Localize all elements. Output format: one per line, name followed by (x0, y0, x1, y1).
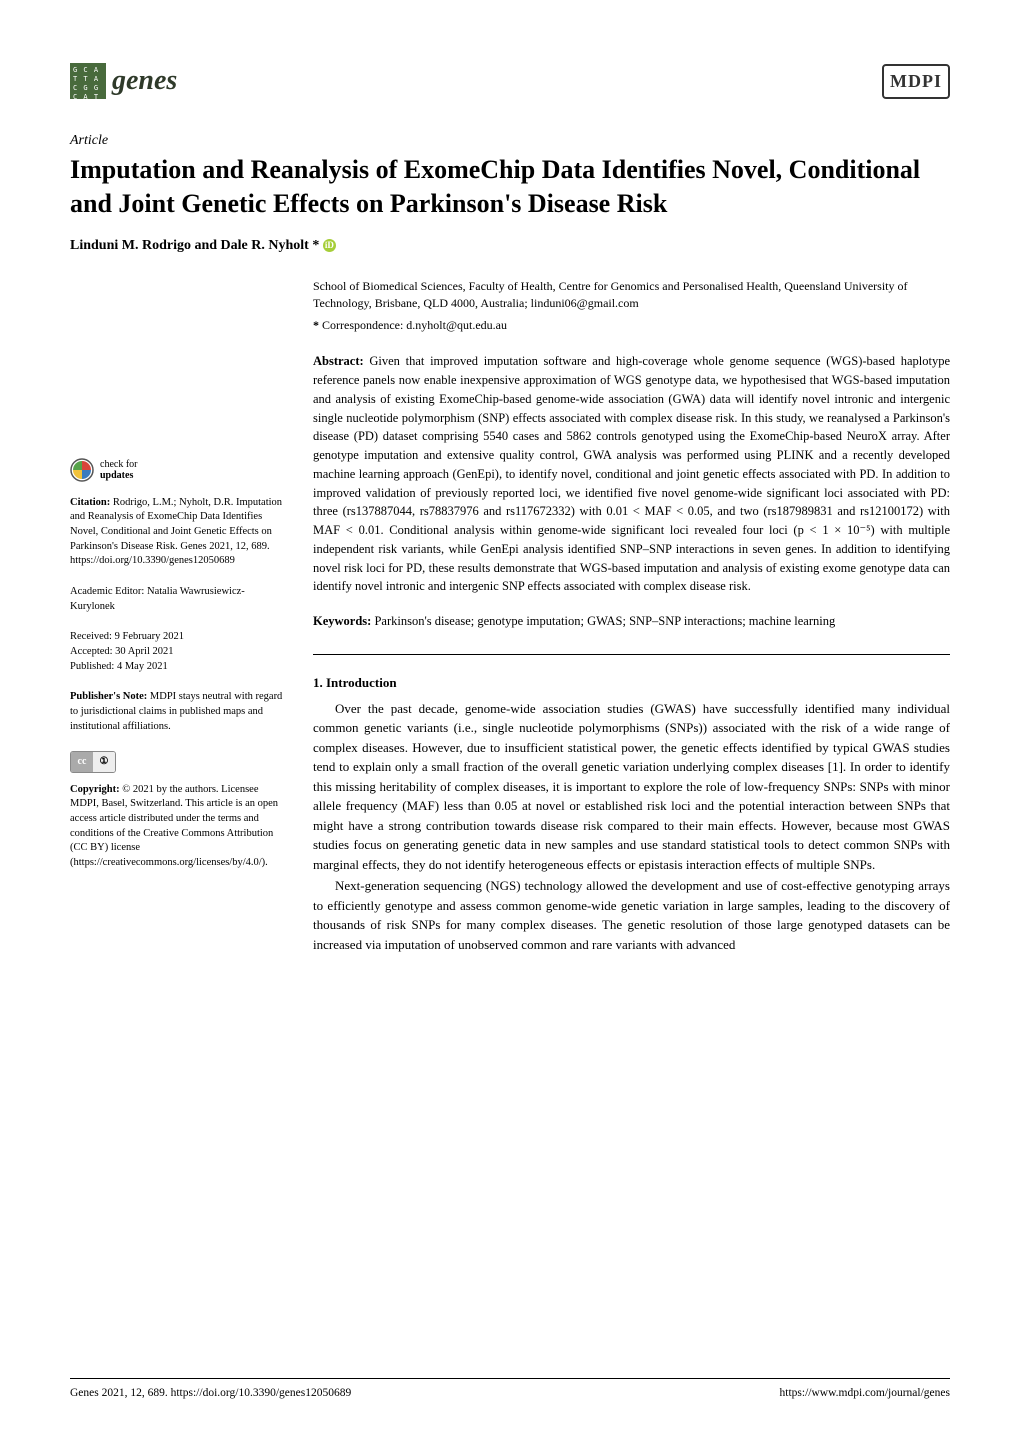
publisher-note-block: Publisher's Note: MDPI stays neutral wit… (70, 690, 285, 734)
orcid-icon[interactable]: iD (323, 239, 336, 252)
dates-block: Received: 9 February 2021 Accepted: 30 A… (70, 630, 285, 674)
footer: Genes 2021, 12, 689. https://doi.org/10.… (70, 1378, 950, 1402)
pubnote-label: Publisher's Note: (70, 691, 147, 702)
license-badge[interactable]: cc ① (70, 751, 285, 773)
copyright-block: Copyright: © 2021 by the authors. Licens… (70, 783, 285, 871)
copyright-label: Copyright: (70, 784, 120, 795)
keywords-text: Parkinson's disease; genotype imputation… (371, 614, 835, 628)
intro-p1: Over the past decade, genome-wide associ… (313, 699, 950, 875)
affiliation: School of Biomedical Sciences, Faculty o… (313, 278, 950, 313)
authors: Linduni M. Rodrigo and Dale R. Nyholt * … (70, 235, 950, 256)
check-line2: updates (100, 470, 137, 481)
keywords-label: Keywords: (313, 614, 371, 628)
accepted-date: Accepted: 30 April 2021 (70, 645, 285, 660)
keywords: Keywords: Parkinson's disease; genotype … (313, 612, 950, 630)
abstract-label: Abstract: (313, 354, 364, 368)
editor-label: Academic Editor: (70, 586, 144, 597)
check-updates-badge[interactable]: check for updates (70, 458, 285, 482)
publisher-logo: MDPI (882, 64, 950, 99)
article-type: Article (70, 130, 950, 151)
abstract-text: Given that improved imputation software … (313, 354, 950, 593)
sidebar: check for updates Citation: Rodrigo, L.M… (70, 278, 285, 957)
section-heading-intro: 1. Introduction (313, 673, 950, 693)
intro-body: Over the past decade, genome-wide associ… (313, 699, 950, 955)
article-title: Imputation and Reanalysis of ExomeChip D… (70, 153, 950, 221)
received-date: Received: 9 February 2021 (70, 630, 285, 645)
correspondence-text: Correspondence: d.nyholt@qut.edu.au (322, 318, 507, 332)
check-updates-label: check for updates (100, 459, 137, 481)
correspondence-star: * (313, 318, 319, 332)
cc-left-icon: cc (71, 752, 93, 772)
citation-label: Citation: (70, 497, 110, 508)
editor-block: Academic Editor: Natalia Wawrusiewicz-Ku… (70, 585, 285, 614)
footer-right[interactable]: https://www.mdpi.com/journal/genes (780, 1385, 950, 1402)
footer-left: Genes 2021, 12, 689. https://doi.org/10.… (70, 1385, 351, 1402)
copyright-text: © 2021 by the authors. Licensee MDPI, Ba… (70, 784, 278, 868)
header: G C A T T A C G G C A T genes MDPI (70, 60, 950, 102)
correspondence: * Correspondence: d.nyholt@qut.edu.au (313, 316, 950, 334)
abstract: Abstract: Given that improved imputation… (313, 352, 950, 596)
main-column: School of Biomedical Sciences, Faculty o… (313, 278, 950, 957)
journal-name: genes (112, 60, 177, 102)
citation-block: Citation: Rodrigo, L.M.; Nyholt, D.R. Im… (70, 496, 285, 569)
published-date: Published: 4 May 2021 (70, 660, 285, 675)
intro-p2: Next-generation sequencing (NGS) technol… (313, 876, 950, 954)
journal-logo: G C A T T A C G G C A T genes (70, 60, 177, 102)
logo-box-icon: G C A T T A C G G C A T (70, 63, 106, 99)
check-updates-icon (70, 458, 94, 482)
authors-text: Linduni M. Rodrigo and Dale R. Nyholt * (70, 238, 319, 253)
separator-rule (313, 654, 950, 655)
cc-icon: cc ① (70, 751, 116, 773)
cc-by-icon: ① (93, 752, 115, 772)
check-line1: check for (100, 459, 137, 470)
